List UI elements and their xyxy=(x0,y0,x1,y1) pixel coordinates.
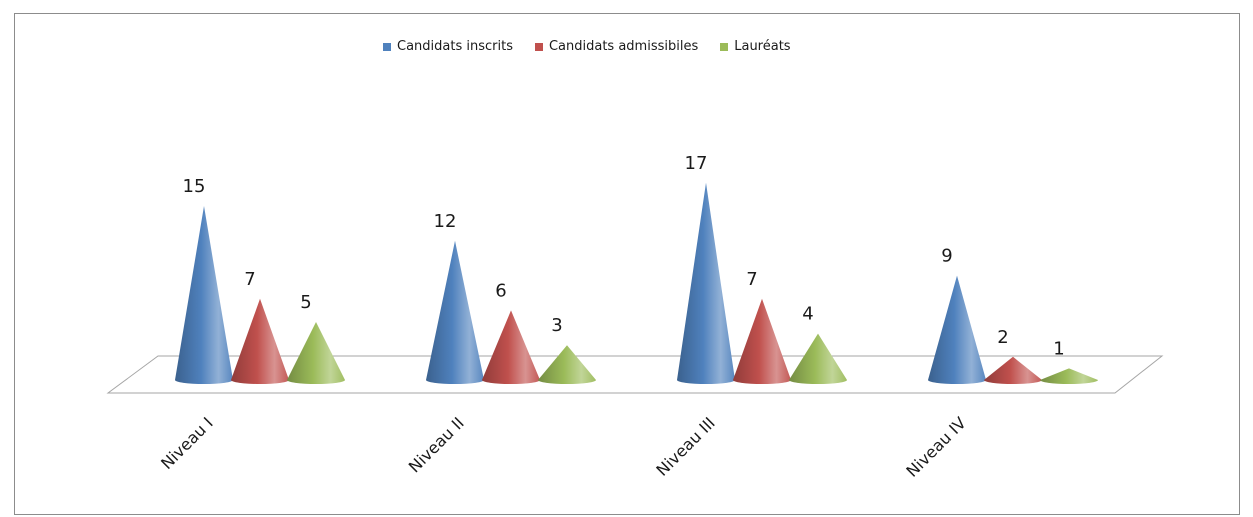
cone-laureats-niveau-i xyxy=(287,322,345,384)
value-label-laureats-niveau-ii: 3 xyxy=(551,315,562,336)
legend-label-laureats: Lauréats xyxy=(734,39,791,54)
value-label-candidats-inscrits-niveau-iv: 9 xyxy=(941,246,952,267)
cone-candidats-inscrits-niveau-ii xyxy=(426,240,484,384)
cone-candidats-inscrits-niveau-i xyxy=(175,206,233,384)
cone-candidats-admissibiles-niveau-i xyxy=(231,298,289,384)
cone-laureats-niveau-ii xyxy=(538,345,596,384)
cone-candidats-admissibiles-niveau-iv xyxy=(984,356,1042,384)
legend-swatch-candidats-admissibiles xyxy=(534,42,543,51)
cone-body xyxy=(175,206,233,384)
cone-candidats-admissibiles-niveau-ii xyxy=(482,310,540,384)
value-labels-layer: 15 7 5 12 6 3 17 7 4 9 2 1 xyxy=(183,153,1065,360)
legend-item-laureats: Lauréats xyxy=(720,39,791,54)
value-label-candidats-inscrits-niveau-iii: 17 xyxy=(685,153,708,174)
cone-candidats-admissibiles-niveau-iii xyxy=(733,298,791,384)
value-label-laureats-niveau-iv: 1 xyxy=(1053,338,1064,359)
cone-body xyxy=(482,310,540,384)
value-label-candidats-admissibiles-niveau-i: 7 xyxy=(244,269,255,290)
value-label-candidats-admissibiles-niveau-ii: 6 xyxy=(495,280,506,301)
x-tick-label-niveau-i: Niveau I xyxy=(157,413,217,473)
legend: Candidats inscrits Candidats admissibile… xyxy=(383,39,791,54)
cone-body xyxy=(426,240,484,384)
cone-body xyxy=(538,345,596,384)
cone-body xyxy=(231,298,289,384)
legend-swatch-candidats-inscrits xyxy=(383,42,391,51)
x-tick-label-niveau-iv: Niveau IV xyxy=(902,413,970,481)
legend-item-candidats-inscrits: Candidats inscrits xyxy=(383,39,513,54)
legend-label-candidats-admissibiles: Candidats admissibiles xyxy=(548,39,699,54)
value-label-candidats-inscrits-niveau-ii: 12 xyxy=(434,211,457,232)
chart-frame xyxy=(14,13,1240,515)
value-label-candidats-admissibiles-niveau-iii: 7 xyxy=(746,269,757,290)
cones-layer xyxy=(175,182,1098,384)
legend-item-candidats-admissibiles: Candidats admissibiles xyxy=(534,39,699,54)
cone-laureats-niveau-iii xyxy=(789,333,847,384)
x-tick-label-niveau-iii: Niveau III xyxy=(652,413,718,479)
value-label-laureats-niveau-iii: 4 xyxy=(802,304,813,325)
x-tick-labels-layer: Niveau I Niveau II Niveau III Niveau IV xyxy=(157,413,970,481)
value-label-candidats-inscrits-niveau-i: 15 xyxy=(183,176,206,197)
cone-candidats-inscrits-niveau-iv xyxy=(928,275,986,384)
cone-body xyxy=(984,356,1042,384)
value-label-laureats-niveau-i: 5 xyxy=(300,292,311,313)
cone-body xyxy=(789,333,847,384)
legend-swatch-laureats xyxy=(720,42,729,51)
value-label-candidats-admissibiles-niveau-iv: 2 xyxy=(997,327,1008,348)
cone-body xyxy=(1040,368,1098,384)
cone-candidats-inscrits-niveau-iii xyxy=(677,182,735,384)
cone-body xyxy=(287,322,345,384)
legend-label-candidats-inscrits: Candidats inscrits xyxy=(397,39,513,54)
cone-body xyxy=(677,182,735,384)
x-tick-label-niveau-ii: Niveau II xyxy=(405,413,468,476)
cone-laureats-niveau-iv xyxy=(1040,368,1098,384)
cone-body xyxy=(733,298,791,384)
cone-body xyxy=(928,275,986,384)
